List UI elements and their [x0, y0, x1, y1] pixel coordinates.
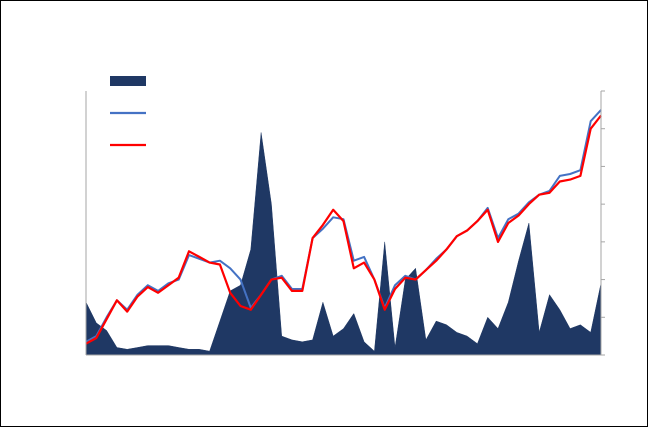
series-0-area [85, 132, 602, 356]
series-2-line [85, 114, 602, 345]
legend [110, 76, 146, 147]
area-layer [85, 132, 602, 356]
axis-layer [85, 90, 605, 356]
line-layer [85, 109, 602, 345]
legend-swatch-0 [110, 76, 146, 86]
